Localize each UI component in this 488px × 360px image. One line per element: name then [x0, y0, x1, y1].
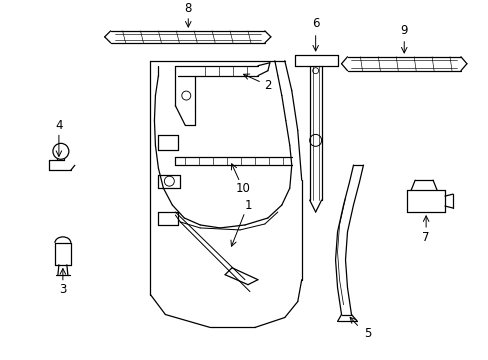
Text: 1: 1 [244, 199, 251, 212]
Text: 10: 10 [235, 182, 250, 195]
Text: 8: 8 [184, 3, 192, 15]
Text: 4: 4 [55, 119, 62, 132]
Text: 9: 9 [400, 24, 407, 37]
Text: 3: 3 [59, 283, 66, 296]
Text: 2: 2 [264, 79, 271, 92]
Text: 5: 5 [363, 327, 370, 340]
Text: 7: 7 [422, 231, 429, 244]
Text: 6: 6 [311, 17, 319, 31]
